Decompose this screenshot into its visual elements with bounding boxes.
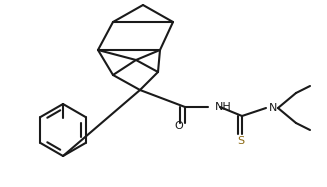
- Text: O: O: [175, 121, 183, 131]
- Text: S: S: [237, 136, 245, 146]
- Text: NH: NH: [215, 102, 232, 112]
- Text: N: N: [269, 103, 277, 113]
